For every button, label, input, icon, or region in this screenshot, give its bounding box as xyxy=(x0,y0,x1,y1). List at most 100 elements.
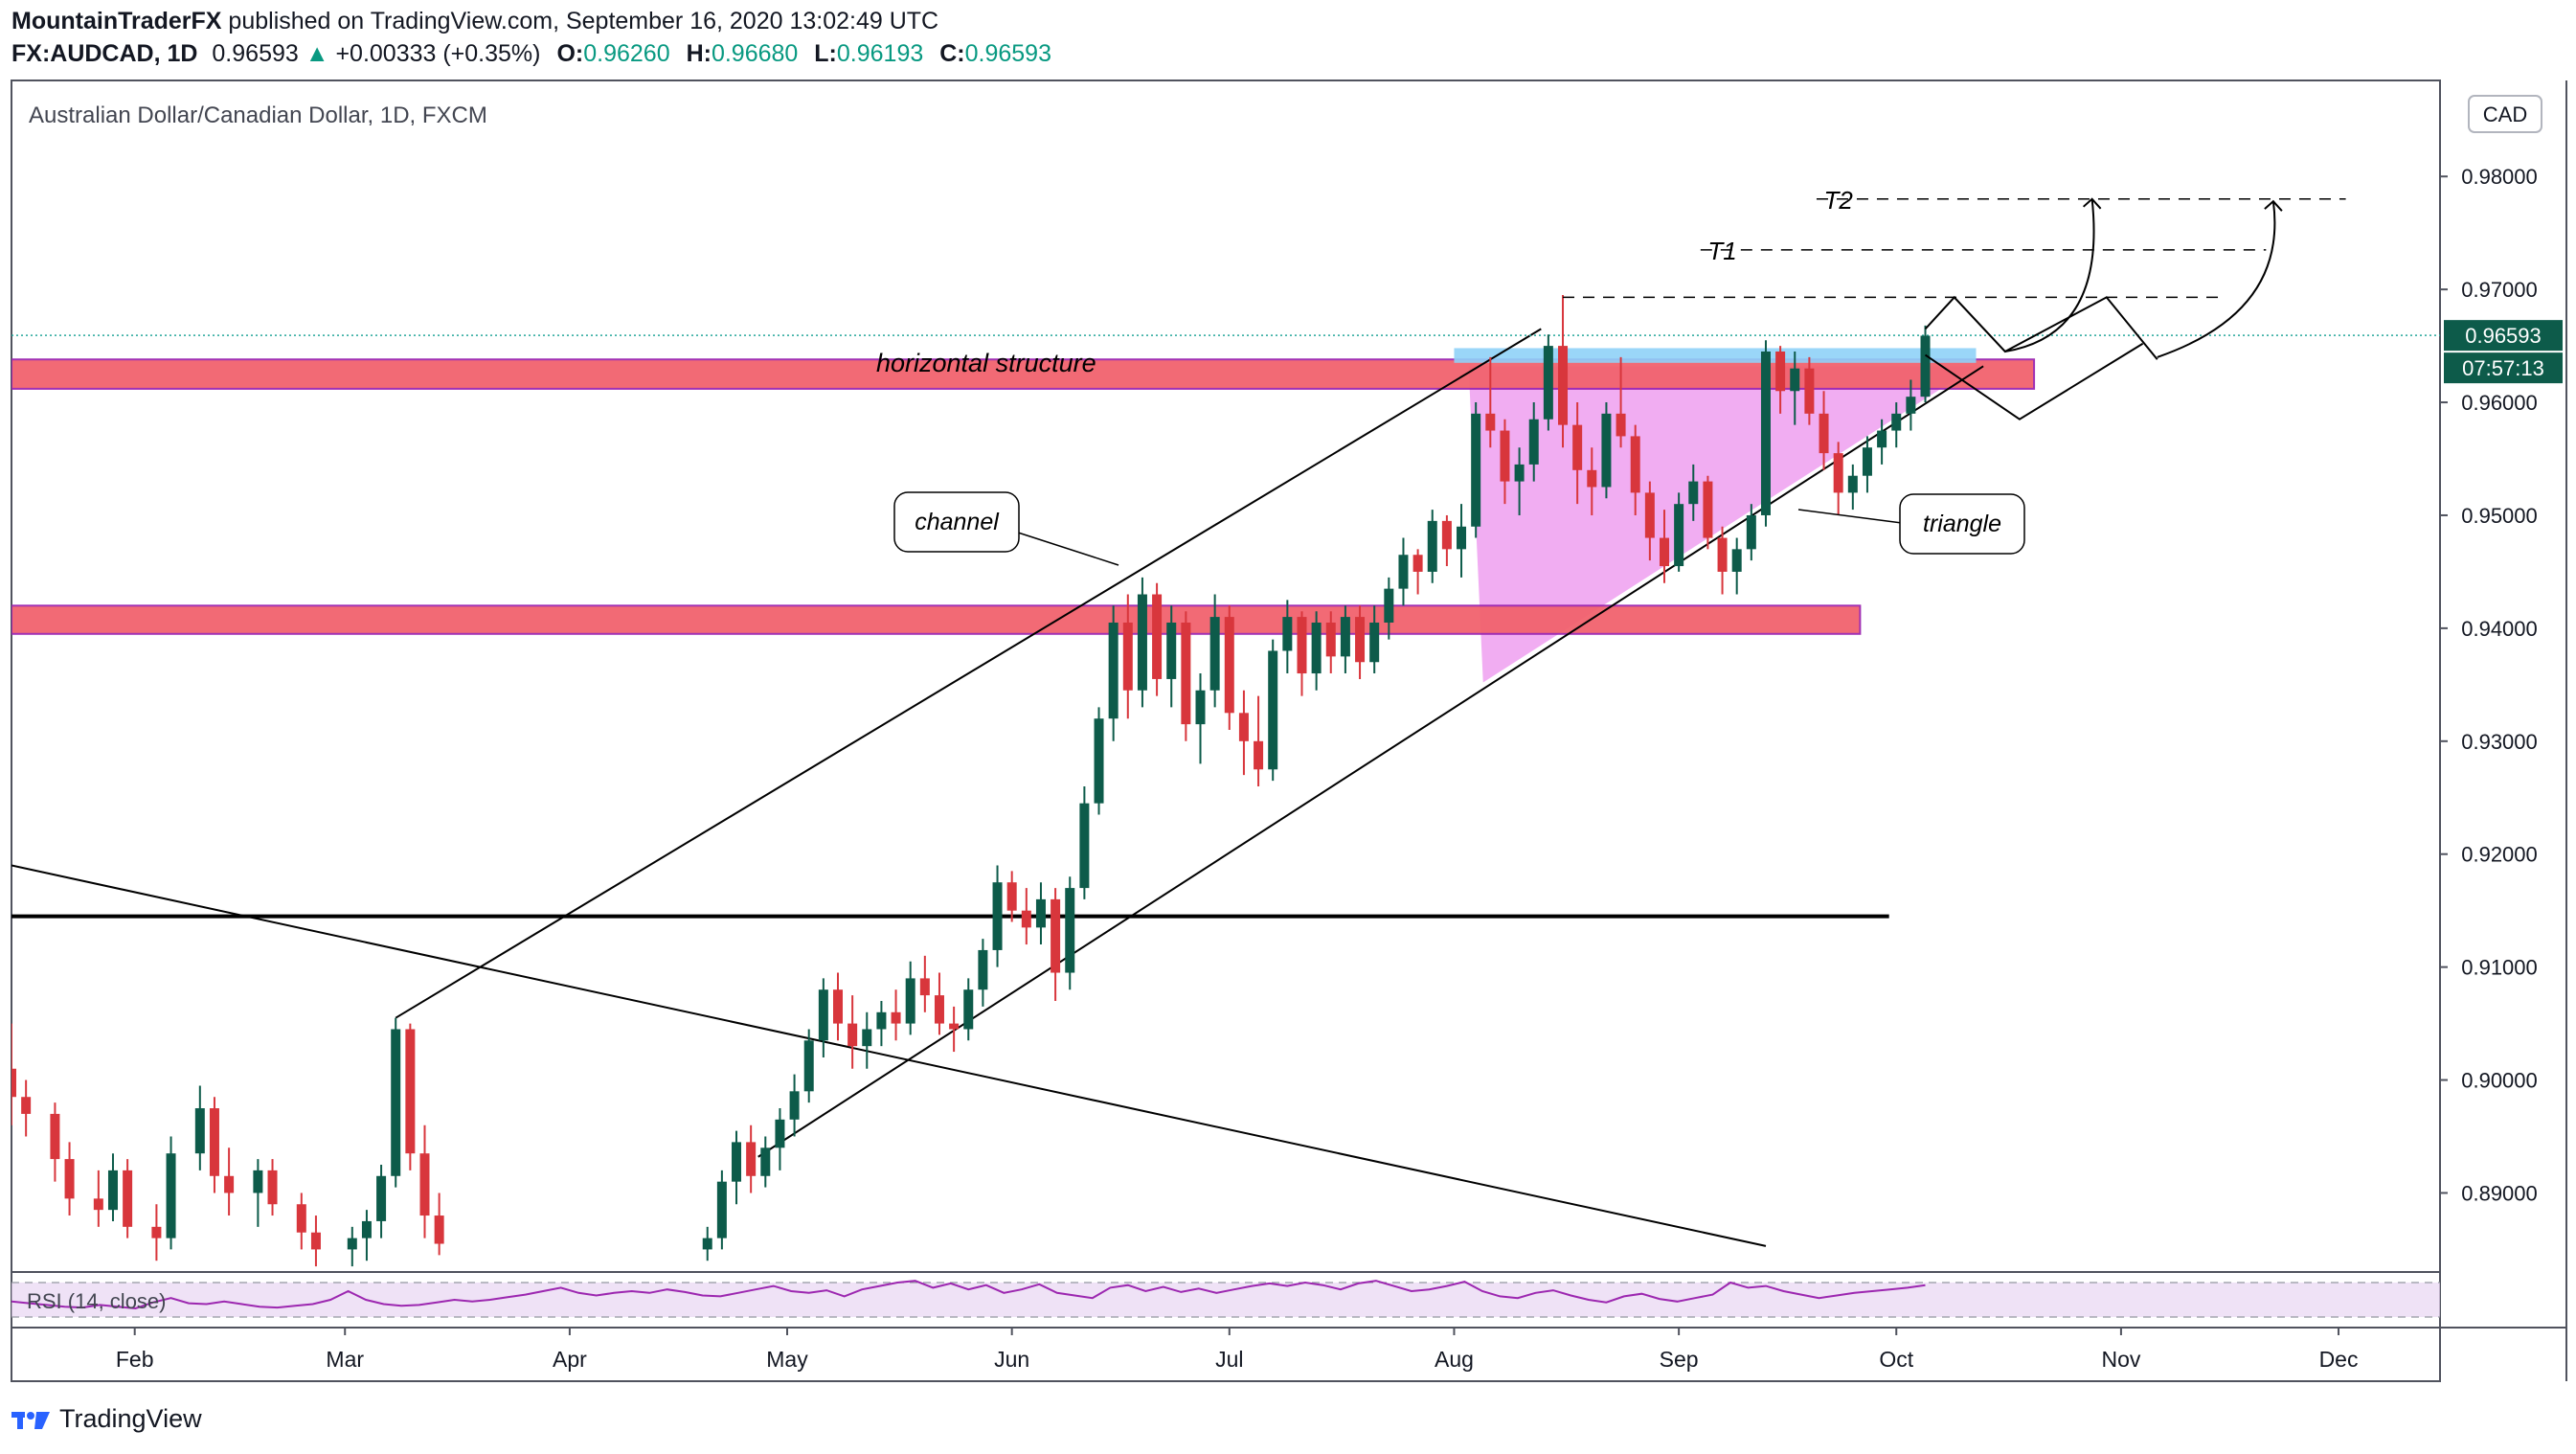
candle-body[interactable] xyxy=(1311,622,1322,674)
candle-body[interactable] xyxy=(1877,430,1887,448)
candle-body[interactable] xyxy=(702,1238,712,1250)
candle-body[interactable] xyxy=(1021,910,1031,928)
candle-body[interactable] xyxy=(194,1108,205,1154)
candle-body[interactable] xyxy=(876,1011,887,1030)
candle-body[interactable] xyxy=(1644,492,1655,538)
candle-body[interactable] xyxy=(1920,335,1931,398)
candle-body[interactable] xyxy=(1688,481,1699,505)
candle-body[interactable] xyxy=(347,1238,357,1250)
candle-body[interactable] xyxy=(1587,469,1597,488)
candle-body[interactable] xyxy=(789,1091,800,1120)
resistance-zone-2[interactable] xyxy=(11,604,1862,635)
candle-body[interactable] xyxy=(1325,622,1336,657)
candle-body[interactable] xyxy=(1035,898,1046,928)
candle-body[interactable] xyxy=(1079,803,1090,889)
candle-body[interactable] xyxy=(1166,622,1177,679)
candle-body[interactable] xyxy=(209,1108,219,1176)
candle-body[interactable] xyxy=(832,989,843,1024)
candle-body[interactable] xyxy=(949,1023,960,1030)
candle-body[interactable] xyxy=(1224,617,1234,714)
candle-body[interactable] xyxy=(1717,537,1728,572)
candle-body[interactable] xyxy=(1195,690,1206,725)
candle-body[interactable] xyxy=(1412,555,1423,572)
footer-brand[interactable]: TradingView xyxy=(11,1404,202,1434)
candle-body[interactable] xyxy=(1051,898,1061,973)
candle-body[interactable] xyxy=(1006,882,1017,911)
candle-body[interactable] xyxy=(405,1029,416,1154)
triangle-callout-box[interactable] xyxy=(1899,493,2025,555)
candle-body[interactable] xyxy=(1862,447,1872,476)
candle-body[interactable] xyxy=(1906,397,1916,414)
candle-body[interactable] xyxy=(1514,464,1525,482)
candle-body[interactable] xyxy=(1819,413,1829,454)
candle-body[interactable] xyxy=(1630,436,1640,493)
candle-body[interactable] xyxy=(50,1113,60,1160)
candle-body[interactable] xyxy=(1833,453,1843,493)
candle-body[interactable] xyxy=(1108,622,1119,719)
rsi-line[interactable] xyxy=(11,1280,1926,1310)
candle-body[interactable] xyxy=(361,1220,372,1238)
candle-body[interactable] xyxy=(296,1204,306,1233)
candle-body[interactable] xyxy=(775,1119,785,1148)
candle-body[interactable] xyxy=(1384,588,1394,623)
candle-body[interactable] xyxy=(919,978,930,996)
candle-body[interactable] xyxy=(732,1142,742,1182)
candle-body[interactable] xyxy=(1398,555,1409,589)
candle-body[interactable] xyxy=(1441,520,1452,550)
candle-body[interactable] xyxy=(1616,413,1626,437)
candle-body[interactable] xyxy=(166,1153,176,1238)
candle-body[interactable] xyxy=(1065,888,1075,973)
candle-body[interactable] xyxy=(978,949,988,990)
candle-body[interactable] xyxy=(151,1226,162,1238)
candle-body[interactable] xyxy=(434,1215,444,1244)
candle-body[interactable] xyxy=(64,1159,75,1199)
candle-body[interactable] xyxy=(1427,520,1437,572)
candle-body[interactable] xyxy=(746,1142,757,1176)
candle-body[interactable] xyxy=(1703,481,1713,538)
candle-body[interactable] xyxy=(1543,346,1553,420)
candle-body[interactable] xyxy=(1369,622,1380,663)
candle-body[interactable] xyxy=(1790,368,1800,392)
channel-callout-box[interactable] xyxy=(893,491,1020,553)
candle-body[interactable] xyxy=(1238,713,1249,741)
candle-body[interactable] xyxy=(1528,419,1539,465)
candle-body[interactable] xyxy=(1659,537,1669,567)
candle-body[interactable] xyxy=(1891,413,1902,431)
candle-body[interactable] xyxy=(963,989,974,1030)
candle-body[interactable] xyxy=(267,1170,278,1205)
candle-body[interactable] xyxy=(107,1170,118,1211)
channel-upper-line[interactable] xyxy=(395,328,1542,1019)
candle-body[interactable] xyxy=(818,989,828,1041)
candle-body[interactable] xyxy=(1122,622,1133,691)
candle-body[interactable] xyxy=(1268,650,1278,770)
candle-body[interactable] xyxy=(1760,351,1771,515)
candle-body[interactable] xyxy=(1137,594,1147,691)
candle-body[interactable] xyxy=(1572,424,1583,470)
candle-body[interactable] xyxy=(1847,475,1858,493)
candle-body[interactable] xyxy=(1500,430,1510,482)
candle-body[interactable] xyxy=(1094,718,1104,804)
channel-lower-line[interactable] xyxy=(757,365,1984,1158)
candle-body[interactable] xyxy=(934,995,944,1024)
descending-trendline[interactable] xyxy=(11,864,1767,1247)
author-name[interactable]: MountainTraderFX xyxy=(11,8,222,34)
candle-body[interactable] xyxy=(1601,413,1612,488)
candle-body[interactable] xyxy=(1181,622,1191,725)
candle-body[interactable] xyxy=(376,1175,387,1221)
candle-body[interactable] xyxy=(1558,346,1569,425)
candle-body[interactable] xyxy=(1355,617,1366,663)
candle-body[interactable] xyxy=(7,1068,16,1098)
candle-body[interactable] xyxy=(803,1040,814,1092)
candle-body[interactable] xyxy=(21,1097,32,1114)
candle-body[interactable] xyxy=(1775,351,1786,392)
candle-body[interactable] xyxy=(760,1147,771,1176)
candle-body[interactable] xyxy=(123,1170,133,1227)
candle-body[interactable] xyxy=(1152,594,1163,679)
candle-body[interactable] xyxy=(1282,617,1293,651)
candle-body[interactable] xyxy=(992,882,1003,950)
candle-body[interactable] xyxy=(1297,617,1307,674)
candle-body[interactable] xyxy=(1254,740,1264,770)
candle-body[interactable] xyxy=(1471,413,1481,527)
candle-body[interactable] xyxy=(310,1232,321,1250)
